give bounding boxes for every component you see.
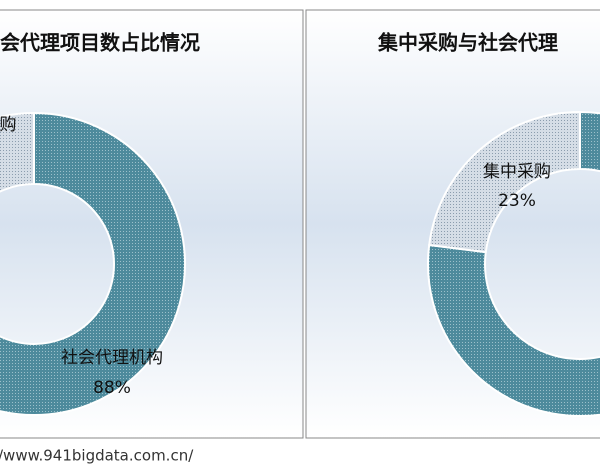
slice-label: 购 <box>0 115 17 135</box>
value-label: 88% <box>93 378 131 398</box>
donut-slice <box>427 110 600 417</box>
value-label: 23% <box>498 191 536 211</box>
source: /www.941bigdata.com.cn/ <box>0 447 194 465</box>
chart-title: 集中采购与社会代理 <box>377 31 558 55</box>
donut-slice <box>0 111 35 193</box>
chart-title: 会代理项目数占比情况 <box>0 31 200 55</box>
donut-slice <box>0 111 186 416</box>
slice-label: 社会代理机构 <box>61 348 163 368</box>
donut-slice <box>428 110 581 254</box>
slice-label: 集中采购 <box>483 162 551 182</box>
